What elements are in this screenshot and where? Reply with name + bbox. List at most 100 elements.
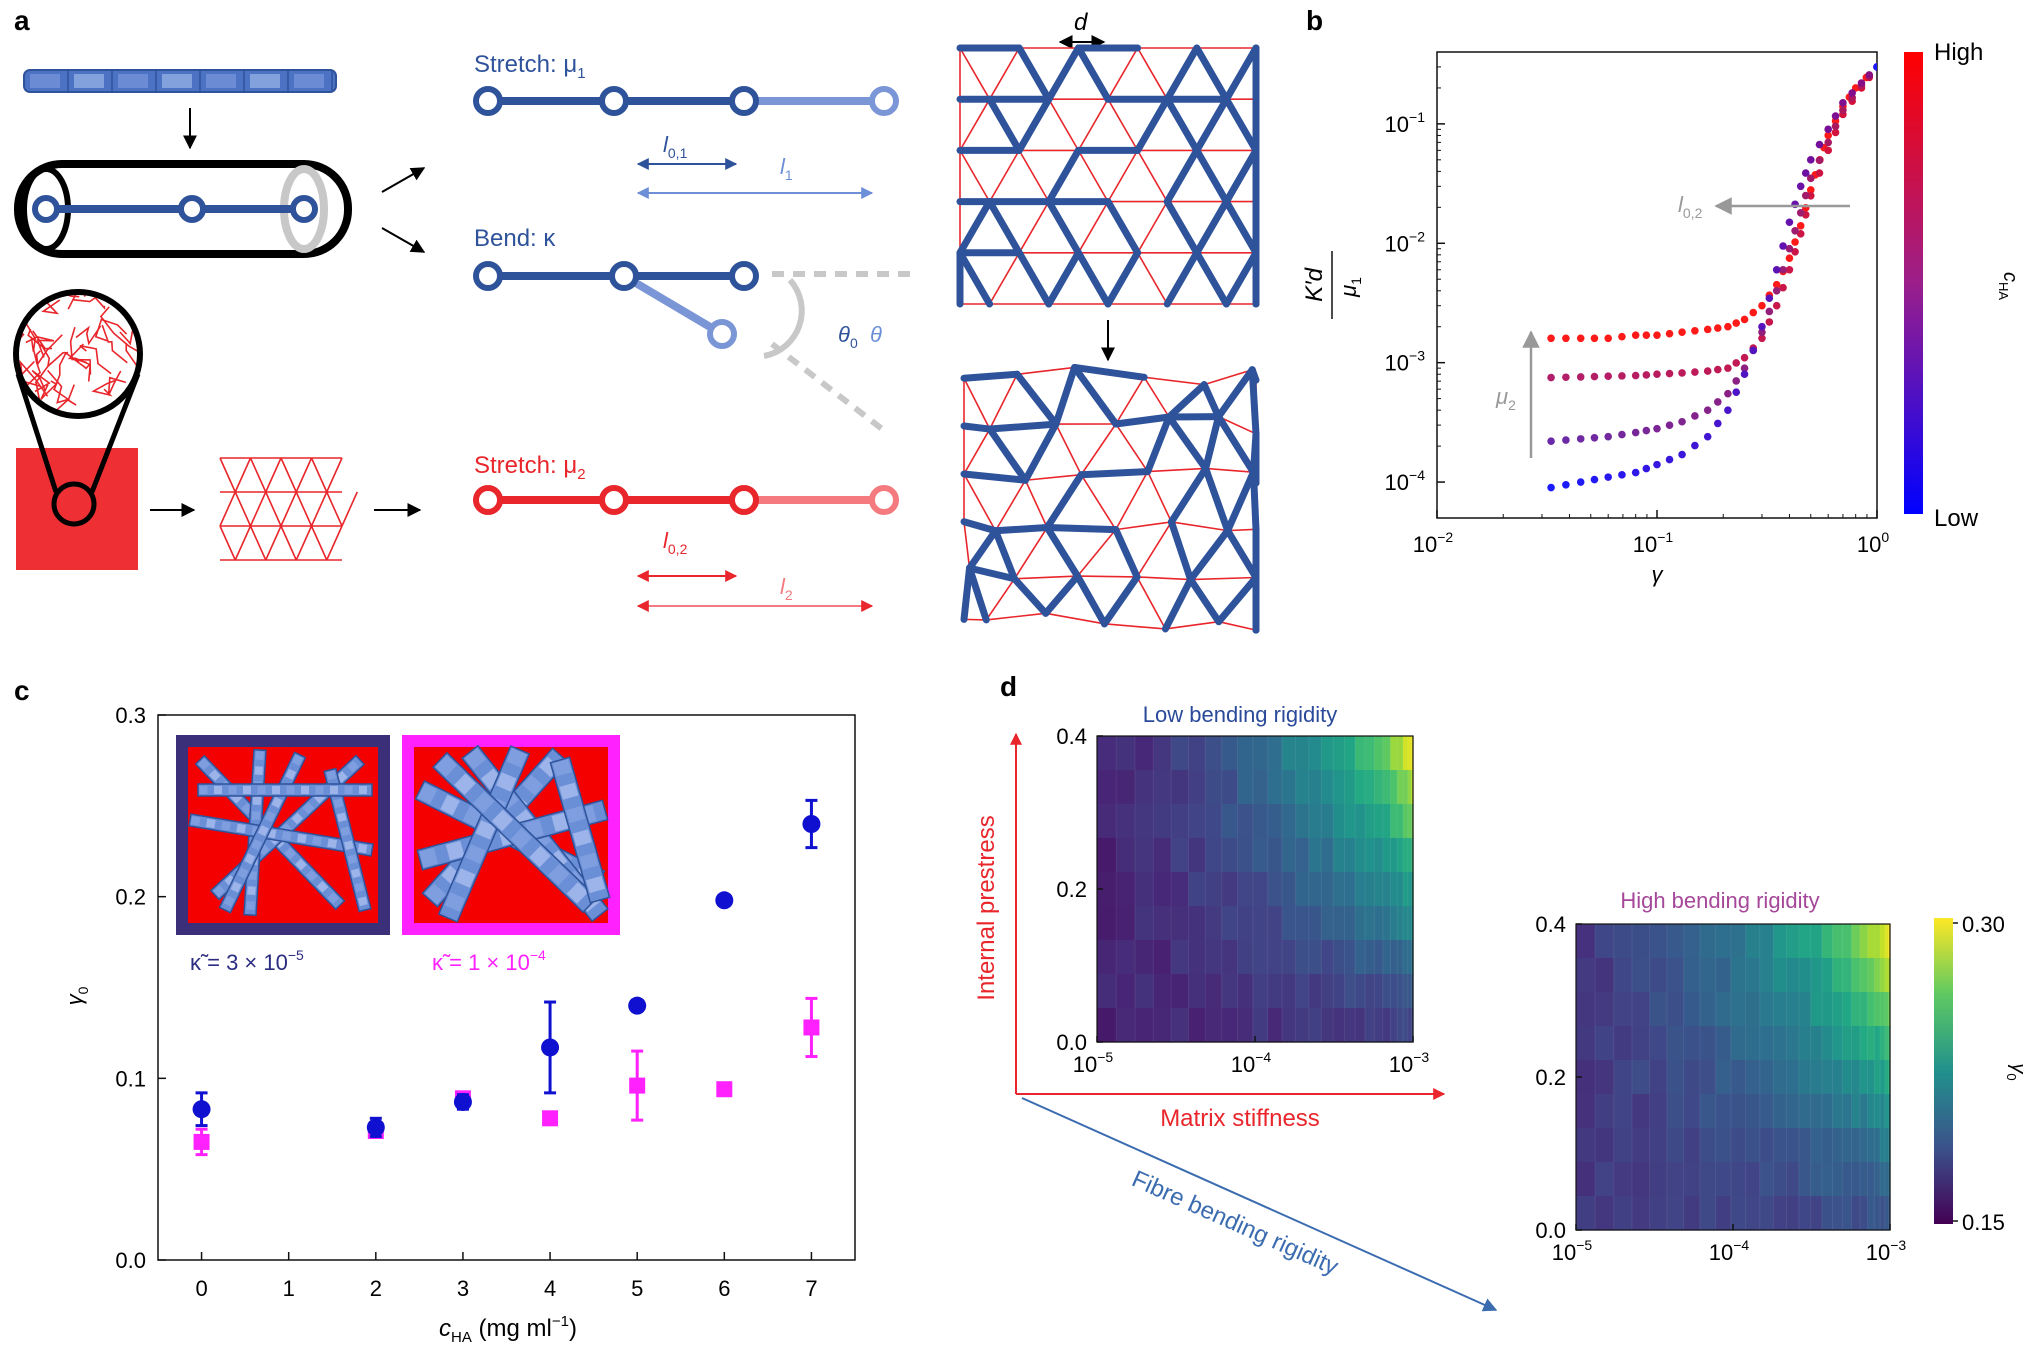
heat-cell bbox=[1134, 770, 1154, 805]
heat-cell bbox=[1595, 992, 1615, 1027]
heat-cell bbox=[1153, 906, 1172, 941]
heat-cell bbox=[1237, 736, 1254, 771]
heat-cell bbox=[1745, 1128, 1761, 1163]
heat-cell bbox=[1595, 924, 1615, 959]
panel-b-points bbox=[1547, 63, 1877, 492]
b-point bbox=[1724, 406, 1732, 414]
heat-cell bbox=[1355, 736, 1366, 771]
b-point bbox=[1796, 182, 1805, 191]
inset1-kappa-label: κ̃ = 3 × 10−5 bbox=[190, 947, 304, 975]
heat-cell bbox=[1252, 974, 1269, 1009]
heat-cell bbox=[1683, 1026, 1701, 1061]
heat-cell bbox=[1759, 992, 1774, 1027]
panel-b-colorbar bbox=[1904, 52, 1923, 514]
heat-cell bbox=[1355, 770, 1366, 805]
heat-cell bbox=[1759, 1094, 1774, 1129]
heat-cell bbox=[1382, 974, 1392, 1009]
l2-label: l bbox=[780, 574, 786, 599]
heat-cell bbox=[1116, 906, 1136, 941]
heat-cell bbox=[1308, 804, 1322, 839]
matrix-mesh-icon bbox=[219, 457, 358, 561]
heat-cell bbox=[1403, 838, 1409, 873]
heat-cell bbox=[1267, 940, 1283, 975]
d-label: d bbox=[1074, 9, 1088, 36]
heat-cell bbox=[1153, 804, 1172, 839]
heat-cell bbox=[1344, 906, 1356, 941]
heat-cell bbox=[1786, 1128, 1800, 1163]
heat-cell bbox=[1407, 1008, 1412, 1043]
heat-cell bbox=[1821, 1196, 1834, 1231]
heat-cell bbox=[1884, 1162, 1889, 1197]
heat-cell bbox=[1745, 1026, 1761, 1061]
heat-cell bbox=[1134, 906, 1154, 941]
heat-cell bbox=[1745, 1196, 1761, 1231]
colorbar-gamma-label: γ0 bbox=[2004, 1063, 2029, 1080]
b-point bbox=[1562, 480, 1570, 489]
heat-cell bbox=[1874, 1196, 1881, 1231]
heat-cell bbox=[1715, 992, 1732, 1027]
heat-cell bbox=[1666, 924, 1685, 959]
heat-cell bbox=[1390, 974, 1398, 1009]
heat-cell bbox=[1321, 1008, 1334, 1043]
heat-cell bbox=[1867, 1094, 1875, 1129]
b-point bbox=[1865, 71, 1874, 79]
d-xtick: 10−5 bbox=[1552, 1237, 1593, 1265]
heat-cell bbox=[1859, 1026, 1869, 1061]
heat-cell bbox=[1333, 1008, 1346, 1043]
heat-cell bbox=[1842, 924, 1853, 959]
heat-cell bbox=[1205, 736, 1223, 771]
heat-cell bbox=[1613, 924, 1633, 959]
heat-cell bbox=[1810, 1026, 1823, 1061]
heat-cell bbox=[1134, 736, 1154, 771]
fibre-axis-arrow bbox=[1021, 1097, 1498, 1312]
heat-cell bbox=[1252, 940, 1269, 975]
heat-cell bbox=[1267, 838, 1283, 873]
heat-cell bbox=[1595, 958, 1615, 993]
d-xtick: 10−5 bbox=[1073, 1049, 1114, 1077]
c-point-square bbox=[803, 1019, 820, 1036]
heat-cell bbox=[1683, 1060, 1701, 1095]
heat-cell bbox=[1205, 1008, 1223, 1043]
l01-label: l bbox=[663, 132, 669, 157]
heat-cell bbox=[1631, 1162, 1651, 1197]
heatmap-low-bending bbox=[1096, 735, 1414, 1043]
heat-cell bbox=[1773, 924, 1788, 959]
b-point bbox=[1618, 430, 1626, 439]
heat-cell bbox=[1798, 1060, 1812, 1095]
svg-text:l0,1: l0,1 bbox=[663, 132, 688, 161]
heat-cell bbox=[1851, 1060, 1861, 1095]
heat-cell bbox=[1576, 992, 1596, 1027]
heat-cell bbox=[1699, 1128, 1717, 1163]
heat-cell bbox=[1153, 974, 1172, 1009]
b-point bbox=[1703, 432, 1712, 441]
c-point-circle bbox=[366, 1118, 385, 1137]
heat-cell bbox=[1097, 838, 1117, 873]
heat-cell bbox=[1631, 992, 1651, 1027]
heat-cell bbox=[1382, 736, 1392, 771]
b-point bbox=[1779, 265, 1787, 274]
heat-cell bbox=[1365, 770, 1375, 805]
heat-cell bbox=[1699, 1060, 1717, 1095]
c-xtick: 6 bbox=[718, 1276, 730, 1301]
b-point bbox=[1653, 424, 1661, 433]
heat-cell bbox=[1397, 974, 1404, 1009]
heat-cell bbox=[1745, 924, 1761, 959]
panel-b-ylabel: K′d μ1 bbox=[1301, 251, 1364, 319]
heat-cell bbox=[1832, 1060, 1843, 1095]
heat-cell bbox=[1116, 940, 1136, 975]
svg-text:l0,2: l0,2 bbox=[663, 528, 688, 557]
panel-c-points bbox=[192, 798, 821, 1157]
heat-cell bbox=[1267, 804, 1283, 839]
heat-cell bbox=[1188, 872, 1206, 907]
heat-cell bbox=[1221, 1008, 1239, 1043]
heat-cell bbox=[1237, 770, 1254, 805]
heat-cell bbox=[1295, 838, 1310, 873]
heat-cell bbox=[1715, 958, 1732, 993]
heat-cell bbox=[1221, 940, 1239, 975]
heat-cell bbox=[1773, 1162, 1788, 1197]
heat-cell bbox=[1295, 872, 1310, 907]
heat-cell bbox=[1171, 940, 1190, 975]
heat-cell bbox=[1344, 770, 1356, 805]
b-point bbox=[1604, 372, 1612, 381]
c-point-square bbox=[193, 1133, 210, 1150]
